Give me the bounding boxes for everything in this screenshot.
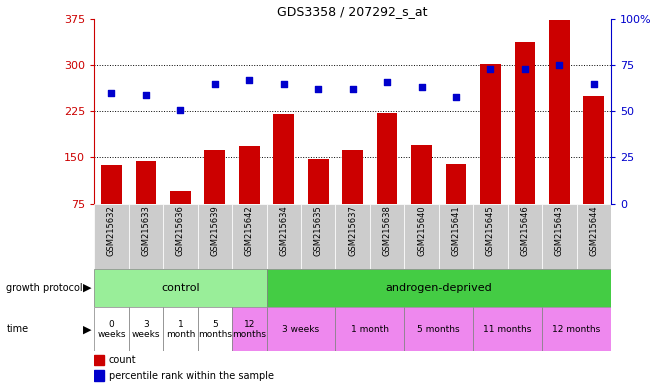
Point	[347, 86, 358, 92]
Bar	[404, 204, 439, 269]
Point	[244, 77, 255, 83]
Point	[382, 79, 393, 85]
Text: time: time	[6, 324, 29, 334]
Point	[279, 81, 289, 87]
Text: count: count	[109, 355, 136, 365]
Bar	[473, 204, 508, 269]
Bar	[101, 165, 122, 204]
Bar	[266, 269, 611, 307]
Bar	[94, 355, 103, 365]
Bar	[370, 204, 404, 269]
Bar	[239, 146, 259, 204]
Bar	[542, 204, 577, 269]
Bar	[266, 204, 301, 269]
Point	[176, 106, 186, 113]
Text: 5
months: 5 months	[198, 319, 232, 339]
Text: 1 month: 1 month	[351, 325, 389, 334]
Bar	[94, 307, 129, 351]
Text: 0
weeks: 0 weeks	[98, 319, 125, 339]
Point	[416, 84, 426, 91]
Bar	[163, 204, 198, 269]
Bar	[508, 204, 542, 269]
Bar	[404, 307, 473, 351]
Text: GSM215636: GSM215636	[176, 205, 185, 257]
Text: GSM215644: GSM215644	[590, 205, 598, 256]
Bar	[335, 307, 404, 351]
Text: 5 months: 5 months	[417, 325, 460, 334]
Bar	[542, 307, 611, 351]
Bar	[301, 204, 335, 269]
Text: ▶: ▶	[83, 324, 91, 334]
Text: 12
months: 12 months	[232, 319, 266, 339]
Point	[520, 66, 530, 72]
Text: ▶: ▶	[83, 283, 91, 293]
Text: GSM215635: GSM215635	[314, 205, 322, 256]
Text: GSM215641: GSM215641	[452, 205, 460, 256]
Text: control: control	[161, 283, 200, 293]
Bar	[94, 204, 129, 269]
Point	[554, 62, 564, 68]
Point	[451, 94, 462, 100]
Bar	[170, 191, 190, 204]
Bar	[136, 161, 156, 204]
Bar	[129, 307, 163, 351]
Bar	[480, 64, 500, 204]
Bar	[343, 150, 363, 204]
Bar	[205, 150, 225, 204]
Bar	[473, 307, 542, 351]
Title: GDS3358 / 207292_s_at: GDS3358 / 207292_s_at	[278, 5, 428, 18]
Bar	[549, 20, 569, 204]
Bar	[198, 204, 232, 269]
Point	[209, 81, 220, 87]
Text: 1
month: 1 month	[166, 319, 195, 339]
Text: GSM215639: GSM215639	[211, 205, 219, 256]
Point	[589, 81, 599, 87]
Bar	[232, 204, 266, 269]
Text: GSM215643: GSM215643	[555, 205, 564, 256]
Text: GSM215640: GSM215640	[417, 205, 426, 256]
Text: GSM215637: GSM215637	[348, 205, 357, 257]
Bar	[198, 307, 232, 351]
Bar	[163, 307, 198, 351]
Point	[313, 86, 324, 92]
Text: GSM215633: GSM215633	[142, 205, 150, 257]
Bar	[577, 204, 611, 269]
Text: 12 months: 12 months	[552, 325, 601, 334]
Bar	[129, 204, 163, 269]
Bar	[274, 114, 294, 204]
Bar	[94, 269, 266, 307]
Bar	[266, 307, 335, 351]
Text: GSM215645: GSM215645	[486, 205, 495, 256]
Text: 11 months: 11 months	[484, 325, 532, 334]
Bar	[411, 145, 432, 204]
Bar	[94, 370, 103, 381]
Text: androgen-deprived: androgen-deprived	[385, 283, 492, 293]
Text: GSM215634: GSM215634	[280, 205, 288, 256]
Point	[485, 66, 496, 72]
Text: GSM215642: GSM215642	[245, 205, 254, 256]
Text: 3
weeks: 3 weeks	[132, 319, 160, 339]
Bar	[308, 159, 328, 204]
Bar	[515, 42, 535, 204]
Text: GSM215646: GSM215646	[521, 205, 529, 256]
Text: percentile rank within the sample: percentile rank within the sample	[109, 371, 274, 381]
Bar	[446, 164, 466, 204]
Text: GSM215632: GSM215632	[107, 205, 116, 256]
Bar	[439, 204, 473, 269]
Bar	[232, 307, 266, 351]
Bar	[584, 96, 604, 204]
Text: 3 weeks: 3 weeks	[282, 325, 320, 334]
Text: GSM215638: GSM215638	[383, 205, 391, 257]
Point	[140, 92, 151, 98]
Bar	[377, 113, 397, 204]
Text: growth protocol: growth protocol	[6, 283, 83, 293]
Bar	[335, 204, 370, 269]
Point	[106, 90, 117, 96]
